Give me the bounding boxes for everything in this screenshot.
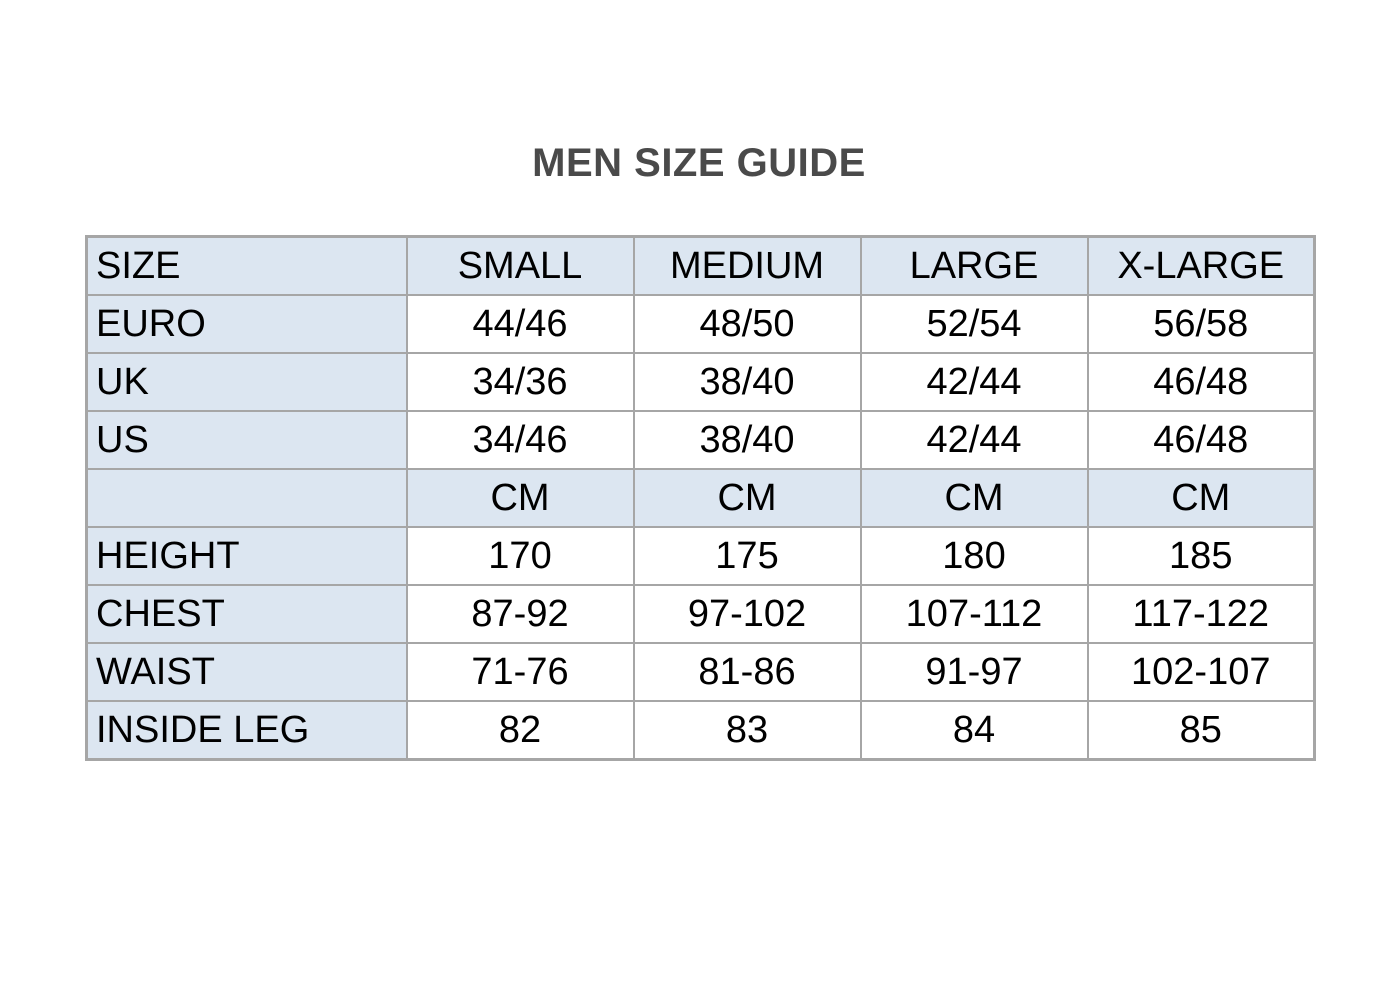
row-label: UK bbox=[85, 352, 408, 412]
cell-value: 97-102 bbox=[632, 584, 862, 644]
cell-value: 34/36 bbox=[405, 352, 635, 412]
column-header-large: LARGE bbox=[859, 235, 1089, 296]
row-chest: CHEST 87-92 97-102 107-112 117-122 bbox=[85, 584, 1316, 644]
cell-value: 42/44 bbox=[859, 410, 1089, 470]
unit-cell: CM bbox=[859, 468, 1089, 528]
column-header-xlarge: X-LARGE bbox=[1086, 235, 1316, 296]
cell-value: 52/54 bbox=[859, 294, 1089, 354]
cell-value: 180 bbox=[859, 526, 1089, 586]
table-header-row: SIZE SMALL MEDIUM LARGE X-LARGE bbox=[85, 235, 1316, 296]
cell-value: 46/48 bbox=[1086, 352, 1316, 412]
row-label: HEIGHT bbox=[85, 526, 408, 586]
row-label: WAIST bbox=[85, 642, 408, 702]
cell-value: 81-86 bbox=[632, 642, 862, 702]
cell-value: 175 bbox=[632, 526, 862, 586]
cell-value: 82 bbox=[405, 700, 635, 761]
row-label: CHEST bbox=[85, 584, 408, 644]
cell-value: 117-122 bbox=[1086, 584, 1316, 644]
row-label: INSIDE LEG bbox=[85, 700, 408, 761]
row-inside-leg: INSIDE LEG 82 83 84 85 bbox=[85, 700, 1316, 761]
cell-value: 170 bbox=[405, 526, 635, 586]
cell-value: 38/40 bbox=[632, 352, 862, 412]
men-size-guide-table: SIZE SMALL MEDIUM LARGE X-LARGE EURO 44/… bbox=[85, 235, 1316, 761]
row-waist: WAIST 71-76 81-86 91-97 102-107 bbox=[85, 642, 1316, 702]
cell-value: 34/46 bbox=[405, 410, 635, 470]
cell-value: 42/44 bbox=[859, 352, 1089, 412]
column-header-small: SMALL bbox=[405, 235, 635, 296]
row-label bbox=[85, 468, 408, 528]
column-header-medium: MEDIUM bbox=[632, 235, 862, 296]
cell-value: 84 bbox=[859, 700, 1089, 761]
cell-value: 44/46 bbox=[405, 294, 635, 354]
cell-value: 107-112 bbox=[859, 584, 1089, 644]
unit-cell: CM bbox=[632, 468, 862, 528]
cell-value: 71-76 bbox=[405, 642, 635, 702]
page-title: MEN SIZE GUIDE bbox=[532, 141, 866, 185]
cell-value: 91-97 bbox=[859, 642, 1089, 702]
row-us: US 34/46 38/40 42/44 46/48 bbox=[85, 410, 1316, 470]
column-header-size: SIZE bbox=[85, 235, 408, 296]
row-height: HEIGHT 170 175 180 185 bbox=[85, 526, 1316, 586]
row-units: CM CM CM CM bbox=[85, 468, 1316, 528]
cell-value: 56/58 bbox=[1086, 294, 1316, 354]
cell-value: 102-107 bbox=[1086, 642, 1316, 702]
row-euro: EURO 44/46 48/50 52/54 56/58 bbox=[85, 294, 1316, 354]
cell-value: 85 bbox=[1086, 700, 1316, 761]
row-uk: UK 34/36 38/40 42/44 46/48 bbox=[85, 352, 1316, 412]
cell-value: 87-92 bbox=[405, 584, 635, 644]
unit-cell: CM bbox=[405, 468, 635, 528]
cell-value: 46/48 bbox=[1086, 410, 1316, 470]
cell-value: 185 bbox=[1086, 526, 1316, 586]
cell-value: 83 bbox=[632, 700, 862, 761]
cell-value: 48/50 bbox=[632, 294, 862, 354]
row-label: EURO bbox=[85, 294, 408, 354]
unit-cell: CM bbox=[1086, 468, 1316, 528]
row-label: US bbox=[85, 410, 408, 470]
cell-value: 38/40 bbox=[632, 410, 862, 470]
